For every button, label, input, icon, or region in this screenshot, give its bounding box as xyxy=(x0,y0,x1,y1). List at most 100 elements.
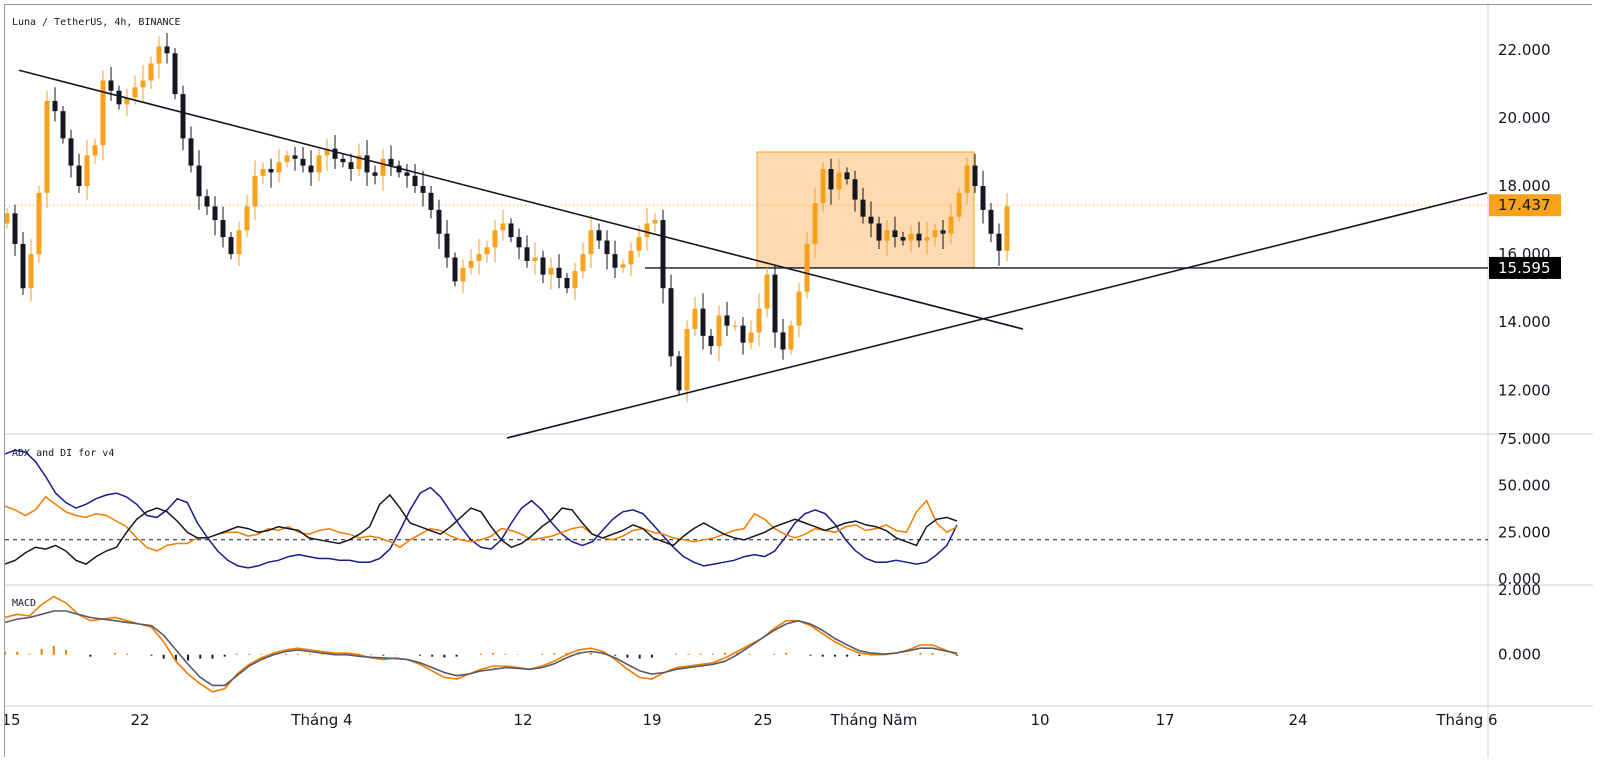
candle[interactable] xyxy=(980,170,986,224)
candle[interactable] xyxy=(540,250,546,284)
candle[interactable] xyxy=(388,145,394,176)
candle[interactable] xyxy=(988,203,994,243)
adx-di-pane[interactable] xyxy=(5,449,1488,569)
candle[interactable] xyxy=(340,153,346,168)
candle[interactable] xyxy=(148,56,154,90)
candle[interactable] xyxy=(76,153,82,193)
candle[interactable] xyxy=(228,232,234,260)
candle[interactable] xyxy=(588,214,594,268)
candle[interactable] xyxy=(908,225,914,253)
candle[interactable] xyxy=(556,254,562,289)
candle[interactable] xyxy=(652,213,658,233)
candle[interactable] xyxy=(748,320,754,350)
candle[interactable] xyxy=(468,249,474,275)
candle[interactable] xyxy=(444,220,450,268)
adx-series-2[interactable] xyxy=(5,493,958,565)
candle[interactable] xyxy=(116,85,122,110)
candle[interactable] xyxy=(324,138,330,171)
candle[interactable] xyxy=(740,317,746,355)
candle[interactable] xyxy=(932,223,938,246)
candle[interactable] xyxy=(972,153,978,193)
candle[interactable] xyxy=(916,221,922,248)
candle[interactable] xyxy=(876,216,882,250)
candle[interactable] xyxy=(828,158,834,205)
candle[interactable] xyxy=(252,160,258,221)
candle[interactable] xyxy=(380,148,386,192)
candle[interactable] xyxy=(244,194,250,238)
candle[interactable] xyxy=(604,230,610,270)
candle[interactable] xyxy=(796,283,802,338)
candle[interactable] xyxy=(676,351,682,396)
candle[interactable] xyxy=(348,153,354,181)
candle[interactable] xyxy=(836,158,842,200)
candle[interactable] xyxy=(772,264,778,348)
descending-trendline[interactable] xyxy=(18,69,1024,330)
candle[interactable] xyxy=(516,228,522,260)
candle[interactable] xyxy=(692,296,698,336)
candle[interactable] xyxy=(36,186,42,263)
candle[interactable] xyxy=(868,201,874,238)
candle[interactable] xyxy=(404,163,410,188)
candle[interactable] xyxy=(212,196,218,236)
candle[interactable] xyxy=(844,167,850,185)
candle[interactable] xyxy=(20,232,26,295)
candle[interactable] xyxy=(668,274,674,367)
candle[interactable] xyxy=(124,89,130,117)
candle[interactable] xyxy=(428,186,434,219)
candle[interactable] xyxy=(620,259,626,273)
candle[interactable] xyxy=(780,318,786,360)
ascending-trendline[interactable] xyxy=(506,192,1488,439)
candle[interactable] xyxy=(764,267,770,318)
candle[interactable] xyxy=(300,146,306,173)
candle[interactable] xyxy=(412,163,418,193)
candle[interactable] xyxy=(900,232,906,246)
macd-pane[interactable] xyxy=(5,595,958,693)
candle[interactable] xyxy=(580,242,586,278)
candle[interactable] xyxy=(956,187,962,222)
candle[interactable] xyxy=(756,293,762,347)
candle[interactable] xyxy=(12,204,18,256)
candle[interactable] xyxy=(364,140,370,187)
candle[interactable] xyxy=(92,138,98,164)
candle[interactable] xyxy=(28,238,34,302)
candle[interactable] xyxy=(548,257,554,290)
candle[interactable] xyxy=(812,187,818,258)
candle[interactable] xyxy=(572,262,578,301)
candle[interactable] xyxy=(436,199,442,250)
candle[interactable] xyxy=(68,129,74,178)
candle[interactable] xyxy=(532,242,538,275)
candle[interactable] xyxy=(1004,192,1010,261)
candle[interactable] xyxy=(84,140,90,200)
candle[interactable] xyxy=(508,218,514,243)
candle[interactable] xyxy=(724,301,730,336)
candle[interactable] xyxy=(660,209,666,304)
candle[interactable] xyxy=(732,320,738,331)
candle[interactable] xyxy=(460,259,466,294)
candle[interactable] xyxy=(820,162,826,212)
candle[interactable] xyxy=(180,85,186,151)
candle[interactable] xyxy=(220,206,226,248)
candle[interactable] xyxy=(172,48,178,100)
candle[interactable] xyxy=(140,65,146,101)
candle[interactable] xyxy=(284,150,290,168)
candle[interactable] xyxy=(892,216,898,248)
candle[interactable] xyxy=(948,203,954,244)
candle[interactable] xyxy=(860,187,866,224)
candle[interactable] xyxy=(852,170,858,212)
candle[interactable] xyxy=(940,220,946,250)
candle[interactable] xyxy=(492,220,498,263)
price-axis[interactable]: 22.00020.00018.00016.00014.00012.00017.4… xyxy=(1489,41,1561,664)
candle[interactable] xyxy=(644,208,650,251)
candle[interactable] xyxy=(476,238,482,275)
candle[interactable] xyxy=(5,208,10,229)
price-pane[interactable] xyxy=(5,32,1488,439)
candle[interactable] xyxy=(996,223,1002,267)
candle[interactable] xyxy=(924,221,930,255)
candle[interactable] xyxy=(420,170,426,207)
candle[interactable] xyxy=(708,329,714,355)
candle[interactable] xyxy=(44,90,50,209)
candle[interactable] xyxy=(356,143,362,176)
candle[interactable] xyxy=(188,126,194,173)
candle[interactable] xyxy=(260,162,266,185)
candle[interactable] xyxy=(500,209,506,241)
